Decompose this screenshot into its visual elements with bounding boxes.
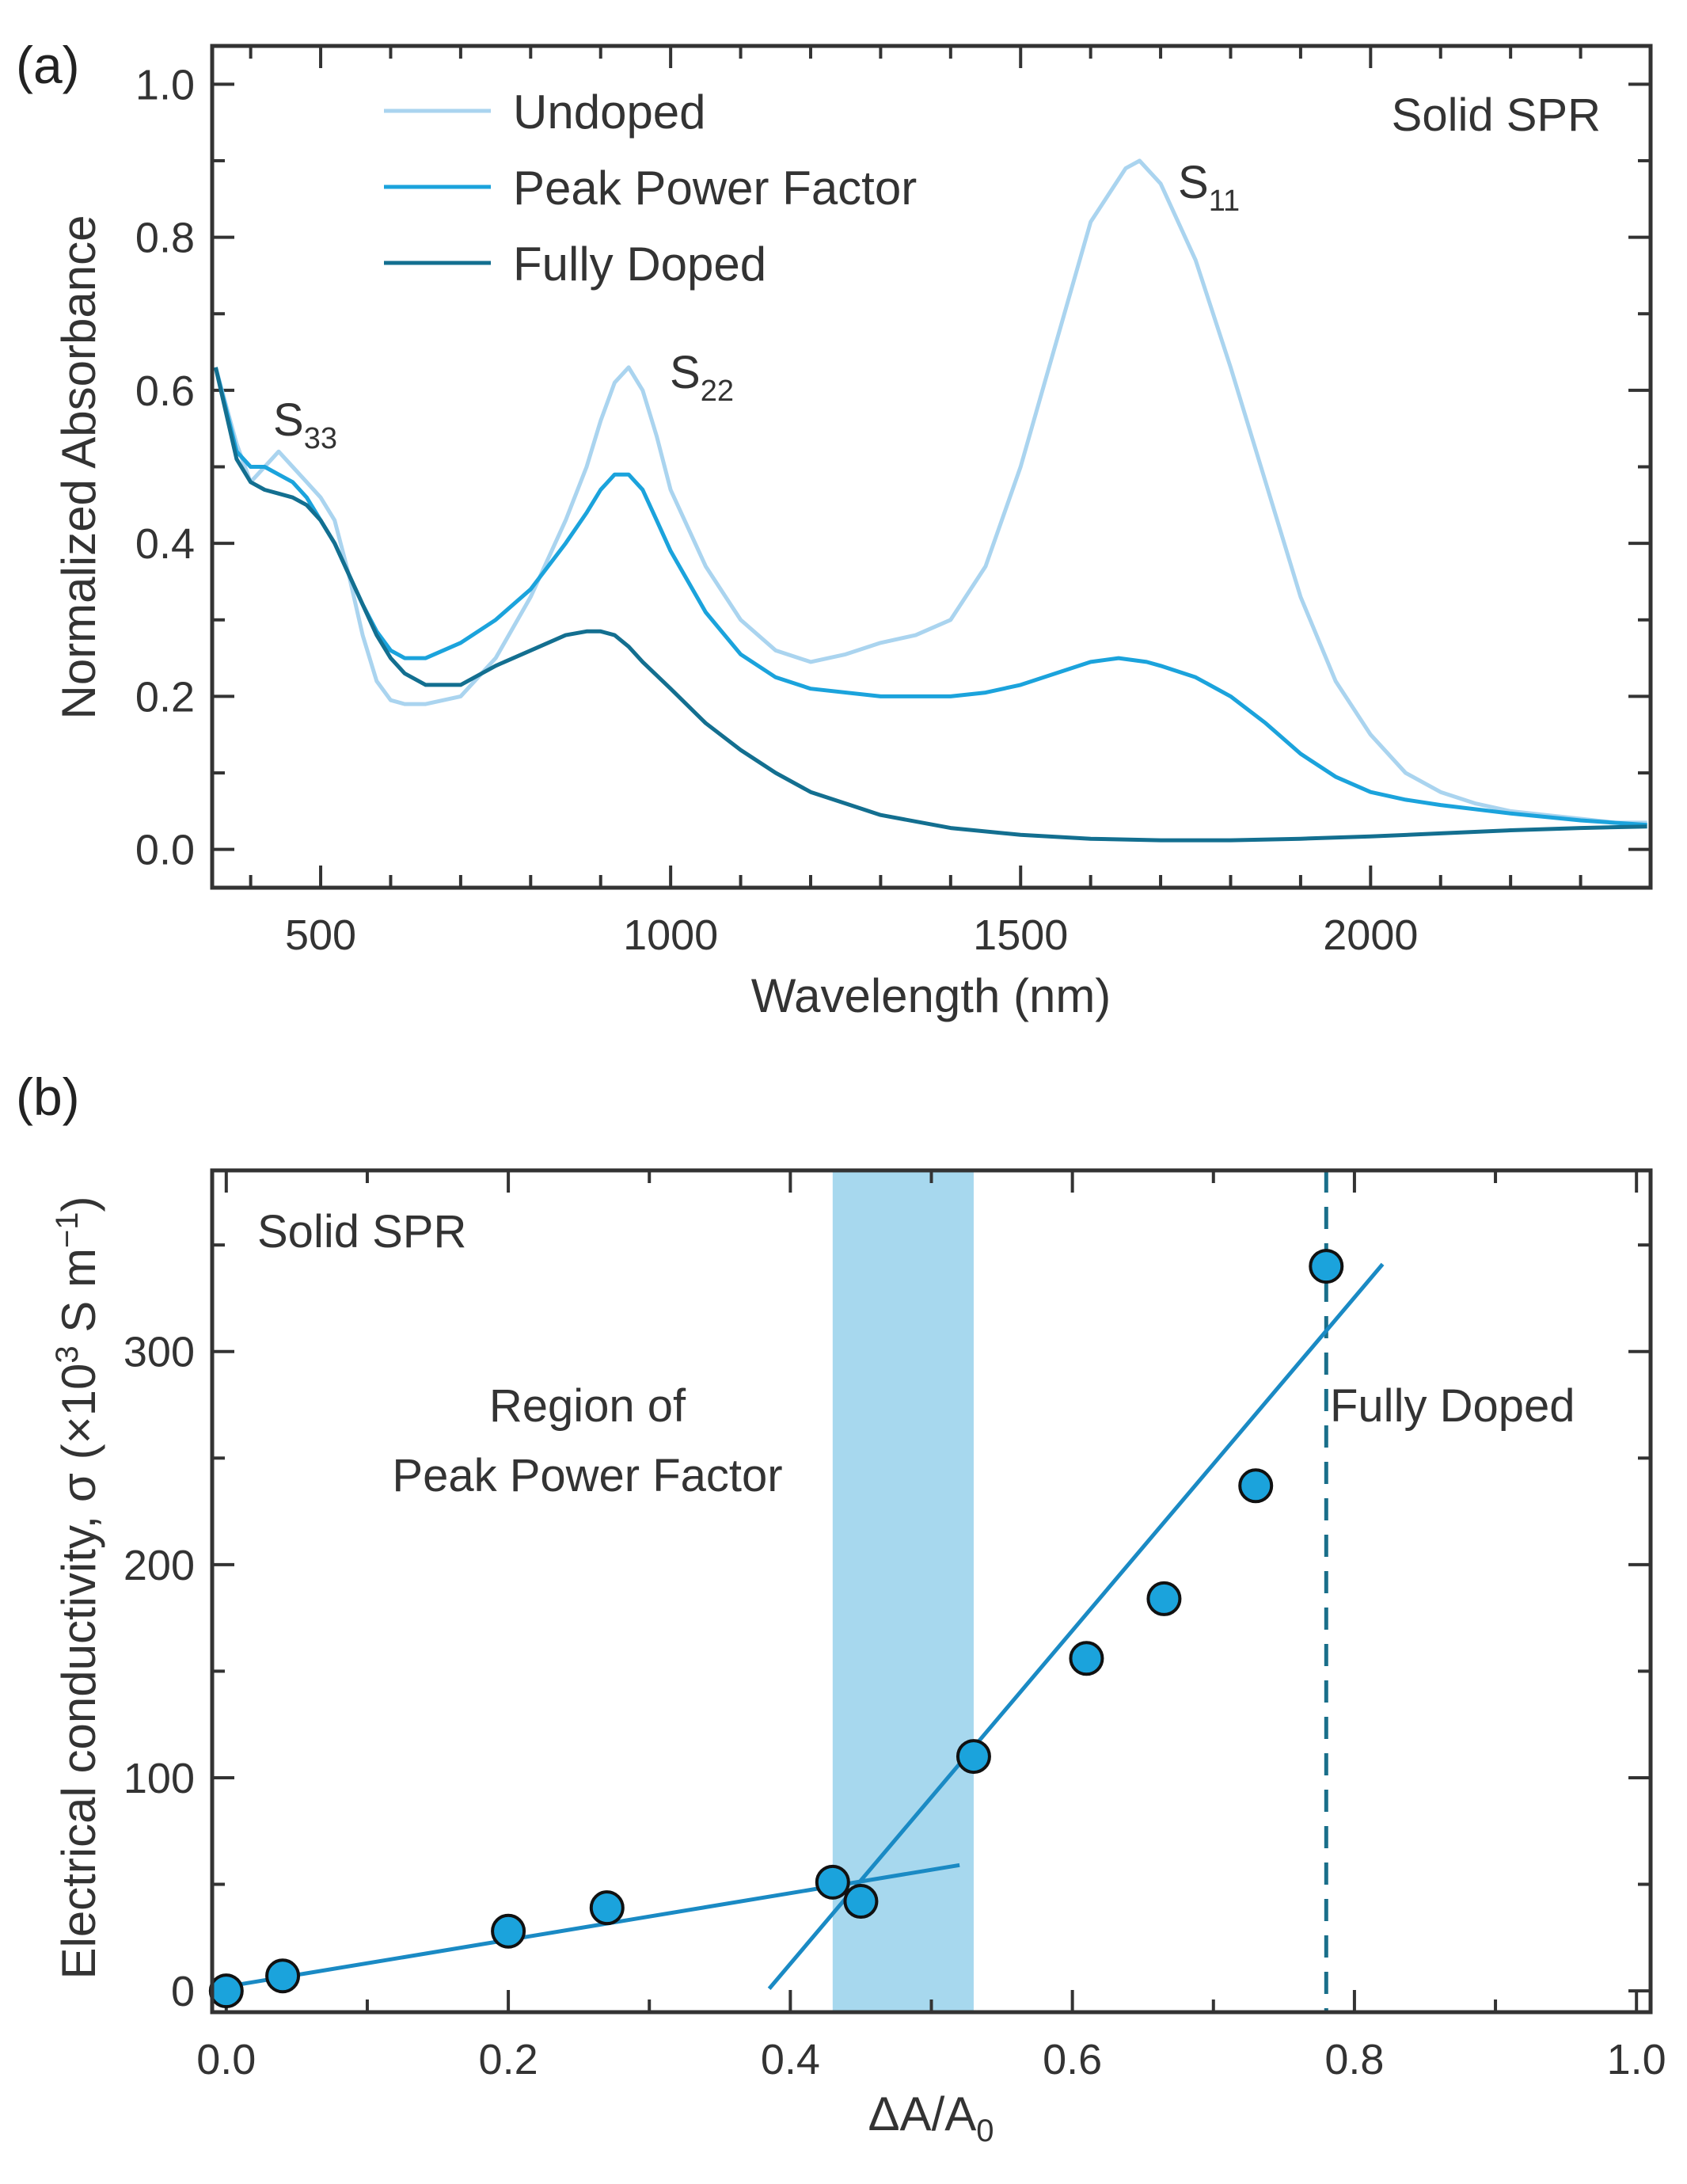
peak-label-s22: S22 xyxy=(670,347,734,408)
panel-b-ytick-label-100: 100 xyxy=(123,1755,195,1802)
panel-b: (b) 0.0 0.2 0.4 0.6 0.8 1.0 0 100 200 300 Solid S… xyxy=(16,1067,1666,2148)
panel-b-annotation: Solid SPR xyxy=(257,1206,466,1258)
region-label-line1: Region of xyxy=(489,1380,686,1432)
panel-a-xtick-label-2000: 2000 xyxy=(1323,911,1418,959)
peak-label-s33-base: S xyxy=(273,394,304,446)
panel-a-tick-labels: 500 1000 1500 2000 0.0 0.2 0.4 0.6 0.8 1.0 xyxy=(135,61,1418,959)
data-point-3 xyxy=(589,1890,625,1926)
panel-a-ytick-label-0-8: 0.8 xyxy=(135,215,195,262)
panel-b-tick-labels: 0.0 0.2 0.4 0.6 0.8 1.0 0 100 200 300 xyxy=(123,1329,1666,2083)
panel-a-ytick-label-0-6: 0.6 xyxy=(135,367,195,415)
data-point-5 xyxy=(843,1884,879,1920)
panel-b-ytick-label-200: 200 xyxy=(123,1542,195,1589)
panel-b-ytick-label-0: 0 xyxy=(171,1968,195,2015)
legend-label-fully-doped: Fully Doped xyxy=(513,238,766,291)
data-point-0 xyxy=(208,1973,244,2009)
series-line-peak-power-factor xyxy=(213,367,1647,828)
peak-label-s22-base: S xyxy=(670,347,701,398)
data-point-4 xyxy=(815,1864,850,1900)
data-point-2 xyxy=(491,1913,526,1949)
peak-label-s11-sub: 11 xyxy=(1209,185,1240,218)
peak-label-s11-base: S xyxy=(1178,157,1209,208)
panel-a-ticks xyxy=(212,46,1651,888)
shaded-region-peak-power-factor xyxy=(832,1170,974,2012)
panel-a-label: (a) xyxy=(16,36,80,94)
panel-b-label: (b) xyxy=(16,1067,80,1126)
panel-b-ylabel: Electrical conductivity, σ (×103 S m−1) xyxy=(50,1196,105,1979)
fit-line-high xyxy=(767,1262,1385,1991)
panel-a-annotation: Solid SPR xyxy=(1392,89,1601,141)
data-point-1 xyxy=(265,1958,301,1994)
panel-b-ytick-label-300: 300 xyxy=(123,1329,195,1376)
panel-a-series xyxy=(213,158,1647,843)
panel-a-ytick-label-0-0: 0.0 xyxy=(135,827,195,874)
panel-a-ytick-label-0-2: 0.2 xyxy=(135,673,195,721)
peak-label-s22-sub: 22 xyxy=(701,375,734,408)
panel-b-ylabel-end: ) xyxy=(52,1196,105,1212)
panel-b-ylabel-sup2: −1 xyxy=(50,1212,85,1248)
panel-b-xtick-label-0-8: 0.8 xyxy=(1324,2036,1384,2083)
panel-a-xtick-label-1000: 1000 xyxy=(623,911,718,959)
panel-b-fit-lines xyxy=(226,1262,1385,1991)
legend-label-undoped: Undoped xyxy=(513,86,706,139)
panel-a: (a) 500 1000 1500 2000 0.0 0.2 0.4 0.6 0.8 1.0 Un… xyxy=(16,36,1653,1022)
panel-b-xtick-label-0-0: 0.0 xyxy=(196,2036,256,2083)
series-line-undoped xyxy=(213,158,1647,825)
panel-b-xlabel-base: ΔA/A xyxy=(868,2087,976,2140)
data-point-7 xyxy=(1069,1641,1104,1676)
panel-b-frame xyxy=(210,1168,1653,2015)
data-point-6 xyxy=(956,1739,991,1775)
panel-b-xtick-label-0-6: 0.6 xyxy=(1043,2036,1102,2083)
panel-a-frame xyxy=(210,44,1653,890)
series-line-fully-doped xyxy=(213,367,1647,843)
panel-a-xtick-label-500: 500 xyxy=(285,911,356,959)
panel-b-xlabel-sub: 0 xyxy=(976,2114,994,2148)
peak-label-s11: S11 xyxy=(1178,157,1240,218)
panel-b-ylabel-main: Electrical conductivity, σ (×10 xyxy=(52,1364,105,1980)
data-point-10 xyxy=(1309,1249,1344,1284)
panel-b-ylabel-sup1: 3 xyxy=(50,1345,85,1363)
panel-a-xtick-label-1500: 1500 xyxy=(973,911,1068,959)
region-label-line2: Peak Power Factor xyxy=(392,1450,782,1501)
panel-b-xlabel: ΔA/A0 xyxy=(868,2087,994,2148)
panel-b-ylabel-mid: S m xyxy=(52,1248,105,1345)
panel-a-ytick-label-0-4: 0.4 xyxy=(135,520,195,568)
data-point-8 xyxy=(1146,1581,1182,1616)
panel-a-ylabel: Normalized Absorbance xyxy=(52,215,105,719)
panel-b-xtick-label-1-0: 1.0 xyxy=(1607,2036,1666,2083)
panel-a-xlabel: Wavelength (nm) xyxy=(751,969,1111,1022)
panel-a-ytick-label-1-0: 1.0 xyxy=(135,61,195,108)
fully-doped-label: Fully Doped xyxy=(1330,1380,1575,1432)
panel-a-legend: Undoped Peak Power Factor Fully Doped xyxy=(384,86,917,291)
panel-b-points xyxy=(208,1249,1344,2009)
panel-b-xtick-label-0-4: 0.4 xyxy=(761,2036,820,2083)
panel-b-xtick-label-0-2: 0.2 xyxy=(479,2036,538,2083)
peak-label-s33: S33 xyxy=(273,394,337,455)
peak-label-s33-sub: 33 xyxy=(304,422,337,455)
data-point-9 xyxy=(1238,1468,1274,1504)
legend-label-peak-power-factor: Peak Power Factor xyxy=(513,162,917,215)
